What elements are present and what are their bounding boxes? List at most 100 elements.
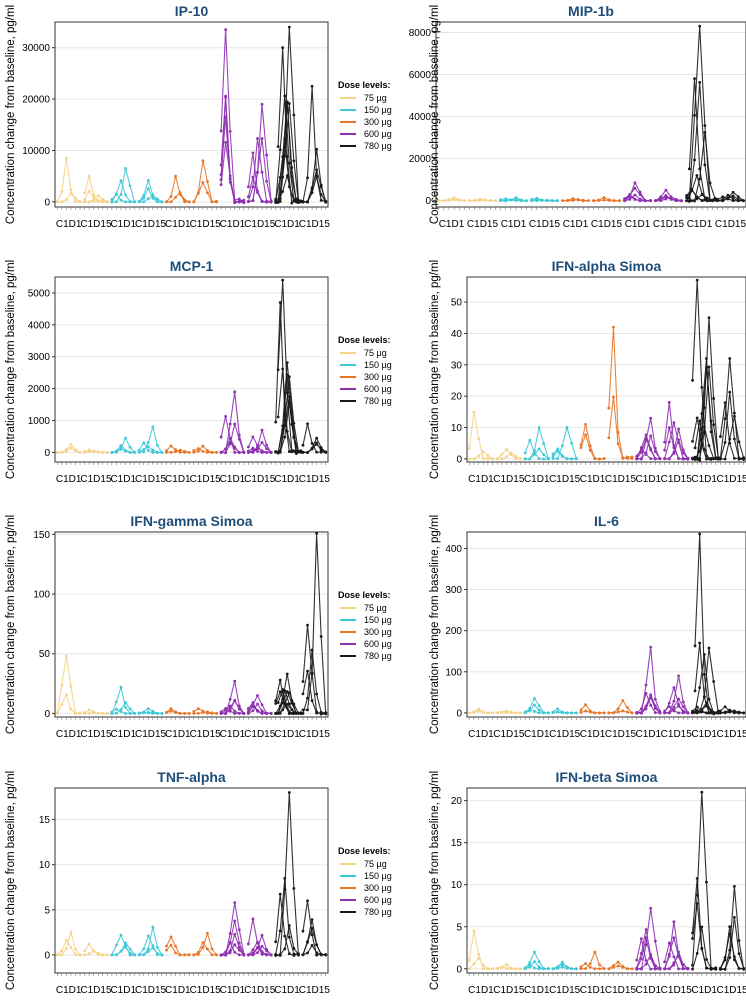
data-point <box>537 457 541 461</box>
data-point <box>691 378 694 382</box>
data-point <box>228 180 232 184</box>
y-tick-label: 6000 <box>409 70 432 81</box>
data-point <box>672 705 676 709</box>
data-point <box>228 709 232 713</box>
data-point <box>737 456 741 460</box>
data-point <box>556 707 560 711</box>
data-point <box>174 944 177 948</box>
panel-title: IL-6 <box>594 513 619 529</box>
data-point <box>560 444 564 448</box>
data-point <box>533 450 536 454</box>
data-point <box>681 711 685 715</box>
y-tick-label: 10000 <box>22 146 50 157</box>
data-point <box>542 453 546 457</box>
data-point <box>663 440 667 444</box>
data-point <box>607 406 611 410</box>
data-point <box>707 316 711 320</box>
data-point <box>290 422 294 426</box>
data-point <box>92 199 96 203</box>
data-point <box>265 179 268 183</box>
x-category-label: C1D1 <box>274 474 300 485</box>
data-point <box>310 918 314 922</box>
series-150ug <box>523 425 578 461</box>
data-point <box>672 955 676 959</box>
data-point <box>297 953 300 956</box>
data-point <box>276 145 280 149</box>
y-tick-label: 30000 <box>22 43 50 54</box>
data-point <box>584 709 587 713</box>
data-point <box>705 196 709 200</box>
legend-label: 300 µg <box>364 372 392 382</box>
data-point <box>256 951 259 955</box>
data-point <box>639 967 643 970</box>
legend-label: 300 µg <box>364 627 392 637</box>
data-point <box>659 197 663 200</box>
data-point <box>537 711 541 715</box>
legend: Dose levels: 75 µg 150 µg 300 µg 600 µg 780 µ… <box>338 846 392 917</box>
data-point <box>260 703 264 707</box>
data-point <box>285 706 289 710</box>
x-category-label: C1D15 <box>190 985 222 996</box>
data-point <box>639 707 643 711</box>
data-point <box>281 175 285 179</box>
y-tick-label: 4000 <box>409 112 432 123</box>
data-point <box>702 695 706 699</box>
data-point <box>481 710 485 714</box>
data-point <box>621 709 625 713</box>
data-point <box>708 199 712 202</box>
data-point <box>278 449 282 453</box>
data-point <box>672 709 676 713</box>
data-point <box>256 709 259 713</box>
data-point <box>87 174 91 178</box>
data-point <box>712 680 716 683</box>
data-point <box>649 957 653 960</box>
legend: Dose levels: 75 µg 150 µg 300 µg 600 µg 780 µ… <box>338 80 392 151</box>
data-point <box>598 711 601 715</box>
x-category-label: C1D15 <box>135 729 167 740</box>
panel-ifn-alpha-simoa: IFN-alpha Simoa 0 10 20 30 40 50 Concentration … <box>429 258 746 485</box>
data-point <box>519 457 522 461</box>
data-point <box>281 278 285 282</box>
data-point <box>437 199 440 203</box>
data-point <box>626 967 629 971</box>
data-point <box>183 450 187 453</box>
data-point <box>698 419 702 423</box>
data-point <box>686 711 690 715</box>
data-point <box>64 654 68 658</box>
data-point <box>228 949 232 953</box>
data-point <box>481 450 485 454</box>
data-point <box>174 711 177 714</box>
data-point <box>467 958 471 962</box>
x-category-label: C1D15 <box>605 474 637 485</box>
data-point <box>528 438 532 442</box>
data-point <box>256 702 259 706</box>
data-point <box>607 967 611 971</box>
data-point <box>196 191 200 195</box>
data-point <box>556 710 560 714</box>
data-point <box>468 199 471 203</box>
data-point <box>514 457 518 461</box>
panel-ip-10: IP-10 0 10000 20000 30000 Concentration chang… <box>5 3 330 230</box>
data-point <box>265 712 268 715</box>
data-point <box>667 440 671 444</box>
data-point <box>137 711 141 715</box>
data-point <box>251 435 255 439</box>
data-point <box>310 648 314 652</box>
data-point <box>92 449 96 453</box>
data-point <box>110 200 114 204</box>
data-point <box>201 711 205 715</box>
data-point <box>644 433 648 437</box>
y-axis-label: Concentration change from baseline, pg/m… <box>429 515 441 734</box>
data-point <box>672 421 676 425</box>
x-category-label: C1D1 <box>468 985 494 996</box>
data-point <box>224 115 228 119</box>
data-point <box>105 953 109 957</box>
y-tick-label: 20000 <box>22 95 50 106</box>
data-point <box>69 446 73 450</box>
legend-label: 600 µg <box>364 129 392 139</box>
y-axis-label: Concentration change from baseline, pg/m… <box>429 5 441 224</box>
data-point <box>695 709 699 712</box>
data-point <box>155 946 159 949</box>
data-point <box>215 712 218 715</box>
data-point <box>742 456 746 460</box>
